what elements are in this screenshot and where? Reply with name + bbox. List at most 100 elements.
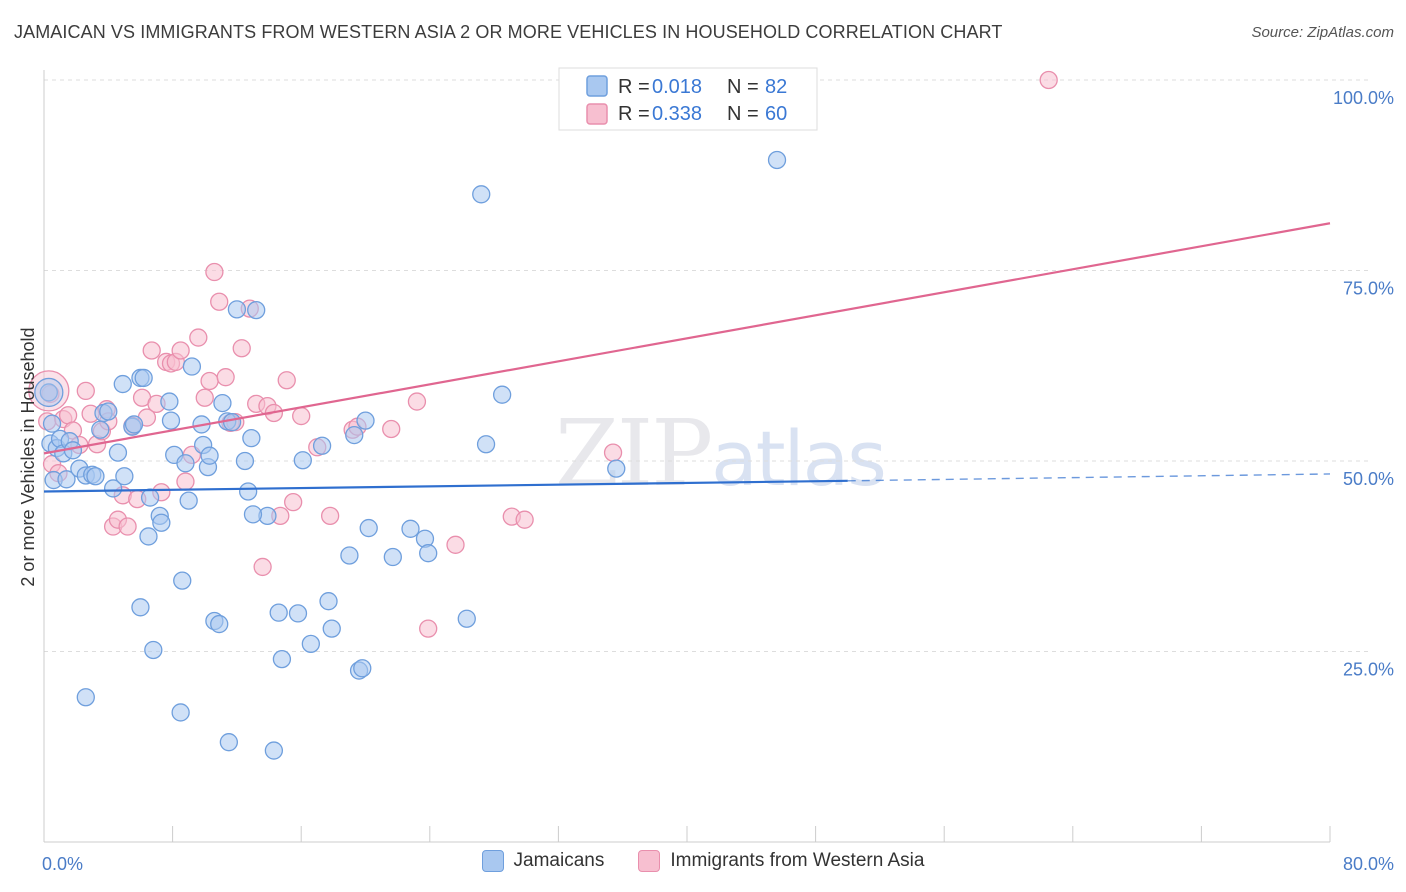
point-jamaicans (115, 467, 134, 486)
point-jamaicans (340, 546, 359, 565)
y-axis-title: 2 or more Vehicles in Household (18, 327, 38, 586)
point-jamaicans (243, 505, 263, 524)
point-jamaicans (383, 547, 402, 567)
point-jamaicans (91, 420, 110, 439)
point-western-asia (419, 619, 438, 638)
legend-r-label-2: R = (618, 103, 650, 125)
y-tick-label: 50.0% (1343, 469, 1394, 489)
legend-item-western-asia[interactable]: Immigrants from Western Asia (638, 850, 924, 872)
trendlines (43, 222, 1331, 493)
point-jamaicans (239, 482, 258, 501)
grid (44, 79, 1370, 652)
point-western-asia (446, 535, 465, 554)
point-jamaicans (160, 392, 179, 411)
point-jamaicans (140, 488, 160, 507)
point-jamaicans (242, 428, 261, 448)
point-jamaicans (76, 688, 95, 707)
legend-n-value-2: 60 (765, 103, 787, 125)
watermark: ZIPatlas (555, 400, 887, 507)
point-jamaicans (293, 451, 312, 470)
point-jamaicans (219, 733, 239, 752)
point-jamaicans (99, 402, 118, 421)
point-jamaicans (42, 414, 62, 433)
point-jamaicans (171, 703, 190, 722)
point-jamaicans (401, 519, 420, 538)
point-jamaicans (161, 411, 181, 430)
point-western-asia (189, 328, 208, 347)
chart-title: JAMAICAN VS IMMIGRANTS FROM WESTERN ASIA… (14, 22, 1003, 42)
trendline-jamaicans-projection (847, 473, 1331, 482)
point-western-asia (603, 443, 623, 462)
point-western-asia (515, 510, 534, 529)
point-jamaicans (173, 571, 192, 590)
point-jamaicans (39, 383, 58, 402)
point-western-asia (277, 371, 296, 390)
point-jamaicans (264, 741, 284, 760)
point-western-asia (232, 339, 251, 358)
point-jamaicans (57, 470, 76, 489)
legend-label-western-asia: Immigrants from Western Asia (670, 850, 925, 871)
point-jamaicans (419, 544, 438, 563)
point-jamaicans (457, 609, 476, 628)
point-western-asia (292, 406, 311, 426)
point-jamaicans (272, 649, 292, 669)
legend-item-jamaicans[interactable]: Jamaicans (481, 850, 605, 872)
point-jamaicans (182, 357, 202, 376)
trendline-jamaicans (43, 479, 848, 493)
source-label: Source: ZipAtlas.com (1251, 24, 1394, 41)
point-jamaicans (86, 467, 105, 486)
point-jamaicans (235, 451, 255, 471)
point-western-asia (176, 472, 195, 491)
point-jamaicans (492, 385, 512, 404)
point-jamaicans (607, 459, 626, 478)
point-jamaicans (103, 479, 123, 498)
y-tick-label: 25.0% (1343, 660, 1394, 680)
point-western-asia (76, 381, 95, 401)
point-western-asia (195, 388, 214, 407)
point-jamaicans (213, 393, 232, 413)
point-jamaicans (200, 446, 219, 465)
legend-r-value-2: 0.338 (652, 103, 702, 125)
x-ticks (43, 826, 1331, 842)
point-jamaicans (319, 592, 338, 611)
y-tick-label: 100.0% (1333, 88, 1394, 108)
series-jamaicans (34, 150, 787, 760)
legend-r-label-1: R = (618, 76, 650, 98)
watermark-atlas: atlas (711, 414, 887, 503)
legend-swatch-jamaicans (586, 75, 608, 97)
point-western-asia (210, 292, 229, 311)
legend-label-jamaicans: Jamaicans (513, 850, 605, 871)
point-western-asia (58, 406, 78, 425)
point-jamaicans (356, 411, 375, 430)
point-western-asia (171, 341, 190, 360)
point-jamaicans (176, 454, 195, 473)
legend-swatch-western-asia (586, 103, 608, 125)
point-jamaicans (124, 415, 144, 434)
point-jamaicans (345, 425, 364, 445)
point-jamaicans (152, 513, 171, 532)
point-jamaicans (134, 368, 153, 388)
x-tick-label-min: 0.0% (42, 854, 83, 874)
swatch-western-asia (638, 850, 661, 872)
legend-n-label-1: N = (727, 76, 759, 98)
point-jamaicans (312, 436, 332, 455)
point-jamaicans (322, 619, 341, 638)
point-jamaicans (359, 518, 378, 538)
point-western-asia (216, 368, 235, 387)
correlation-legend: R = 0.018 N = 82 R = 0.338 N = 60 (558, 67, 818, 131)
point-western-asia (407, 392, 427, 411)
point-jamaicans (288, 604, 308, 623)
point-jamaicans-large (34, 377, 64, 408)
legend-n-label-2: N = (727, 103, 759, 125)
point-jamaicans (210, 614, 229, 634)
point-western-asia (118, 517, 137, 536)
point-western-asia (253, 557, 272, 577)
y-tick-labels: 25.0% 50.0% 75.0% 100.0% (1333, 88, 1394, 680)
point-jamaicans (131, 598, 150, 617)
point-jamaicans (144, 640, 163, 660)
x-tick-label-max: 80.0% (1343, 854, 1394, 874)
point-jamaicans (767, 150, 787, 170)
series-western-asia (28, 70, 1058, 638)
point-jamaicans (476, 435, 496, 454)
